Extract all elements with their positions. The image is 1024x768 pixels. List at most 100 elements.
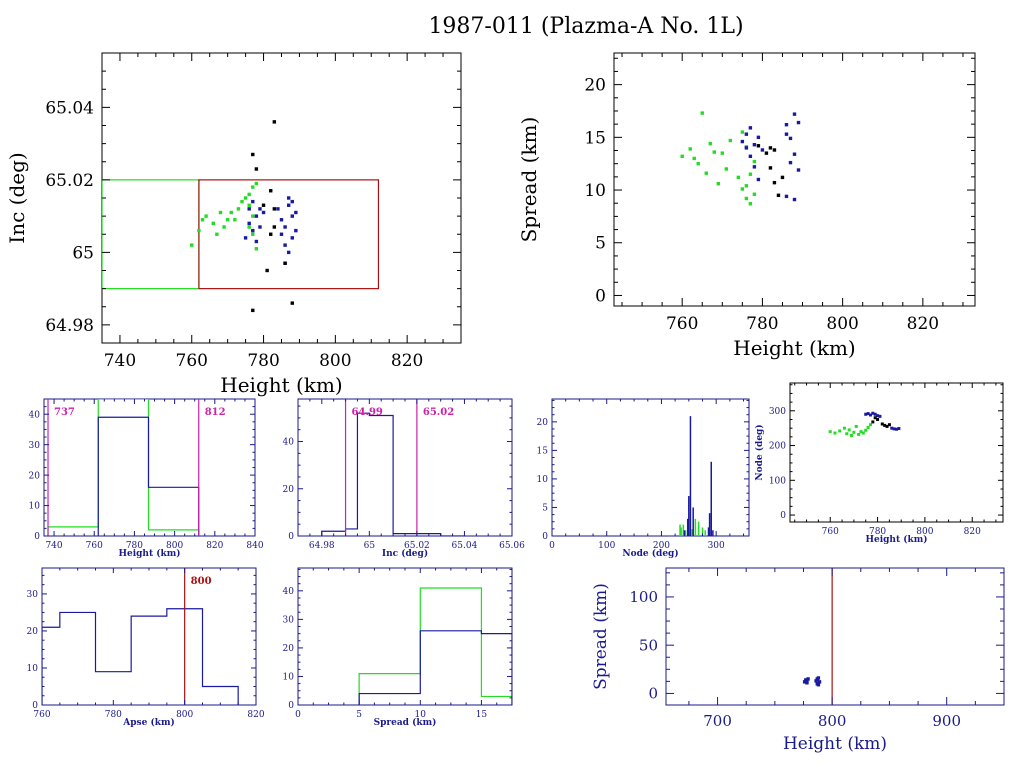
vline-label: 800 bbox=[191, 576, 212, 587]
y-tick-label: 65 bbox=[72, 243, 94, 263]
data-point-black bbox=[251, 308, 255, 313]
data-point-green bbox=[254, 247, 259, 251]
x-tick-label: 820 bbox=[206, 541, 223, 551]
y-tick-label: 20 bbox=[537, 418, 549, 428]
x-tick-label: 780 bbox=[105, 710, 122, 720]
x-tick-label: 780 bbox=[247, 351, 279, 371]
data-point-green bbox=[748, 202, 753, 206]
data-point-green bbox=[680, 154, 684, 159]
data-point-green bbox=[200, 218, 205, 222]
y-axis-label: Spread (km) bbox=[517, 117, 541, 243]
chart-node-vs-height: 760 780 800 820 0 100 200 300 Height (km) Node (d… bbox=[754, 382, 1004, 545]
plot-area bbox=[358, 587, 512, 705]
y-tick-label: 50 bbox=[639, 636, 658, 654]
x-tick-label: 800 bbox=[916, 527, 933, 537]
data-point-blue bbox=[806, 677, 810, 681]
y-tick-label: 5 bbox=[542, 504, 548, 514]
data-point-green bbox=[857, 432, 861, 436]
plot-area bbox=[828, 411, 901, 437]
page-title: 1987-011 (Plazma-A No. 1L) bbox=[428, 14, 744, 39]
x-tick-label: 820 bbox=[907, 314, 939, 334]
y-tick-label: 65.02 bbox=[45, 171, 94, 191]
data-point-green bbox=[700, 111, 704, 115]
data-point-green bbox=[229, 210, 233, 215]
data-point-black bbox=[768, 166, 773, 170]
data-point-blue bbox=[752, 165, 757, 169]
y-tick-label: 10 bbox=[283, 673, 295, 683]
plot-area bbox=[802, 568, 833, 705]
x-axis-label: Height (km) bbox=[783, 734, 887, 754]
data-point-green bbox=[708, 141, 712, 146]
data-point-blue bbox=[748, 126, 753, 130]
x-tick-label: 780 bbox=[746, 314, 778, 334]
plot-frame bbox=[789, 382, 1004, 523]
data-point-green bbox=[744, 196, 749, 201]
y-tick-label: 30 bbox=[29, 441, 41, 451]
x-tick-label: 760 bbox=[822, 527, 839, 537]
x-axis-label: Apse (km) bbox=[122, 717, 174, 728]
histogram-green bbox=[47, 399, 200, 536]
data-point-green bbox=[845, 432, 849, 436]
histogram-blue bbox=[358, 630, 512, 705]
chart-inc-vs-height: 740 760 780 800 820 64.98 65 65.02 65.04 Height (… bbox=[5, 52, 462, 397]
data-point-black bbox=[290, 301, 294, 305]
data-point-blue bbox=[895, 427, 898, 431]
data-point-black bbox=[269, 189, 273, 193]
plot-frame bbox=[613, 52, 976, 307]
data-point-black bbox=[261, 203, 266, 207]
data-point-blue bbox=[788, 136, 793, 141]
data-point-blue bbox=[873, 412, 877, 416]
x-tick-label: 760 bbox=[176, 351, 208, 371]
x-tick-label: 65.02 bbox=[404, 541, 430, 551]
data-point-blue bbox=[802, 680, 807, 684]
data-point-blue bbox=[784, 122, 789, 127]
chart-hist-height: 740 760 780 800 820 840 0 10 20 30 40 Height (km) 73… bbox=[29, 398, 264, 559]
vline-label: 737 bbox=[54, 407, 75, 418]
histogram-blue bbox=[321, 412, 465, 536]
y-tick-label: 200 bbox=[769, 442, 786, 452]
data-point-green bbox=[748, 172, 753, 176]
x-tick-label: 200 bbox=[653, 541, 670, 551]
data-point-blue bbox=[247, 207, 251, 211]
data-point-green bbox=[854, 424, 858, 428]
data-point-black bbox=[887, 423, 891, 427]
data-point-green bbox=[847, 428, 851, 432]
plot-frame bbox=[551, 398, 750, 537]
histogram-blue bbox=[42, 608, 239, 705]
data-point-green bbox=[218, 210, 223, 215]
x-tick-label: 0 bbox=[549, 541, 555, 551]
chart-spread-vs-height-wide: 700 800 900 0 50 100 Height (km) Spread (km) bbox=[591, 567, 1005, 754]
y-tick-label: 0 bbox=[542, 532, 548, 542]
data-point-black bbox=[880, 422, 884, 426]
data-point-green bbox=[696, 161, 700, 166]
data-point-blue bbox=[283, 225, 287, 229]
data-point-black bbox=[269, 232, 273, 236]
data-point-blue bbox=[866, 412, 870, 416]
data-point-blue bbox=[792, 197, 797, 202]
x-axis-label: Height (km) bbox=[733, 336, 855, 360]
x-tick-label: 760 bbox=[666, 314, 698, 334]
data-point-green bbox=[744, 184, 749, 188]
data-point-black bbox=[283, 261, 287, 265]
data-point-blue bbox=[254, 239, 259, 244]
data-point-green bbox=[704, 171, 708, 175]
x-tick-label: 840 bbox=[246, 541, 263, 551]
x-tick-label: 300 bbox=[708, 541, 725, 551]
x-axis-label: Height (km) bbox=[865, 534, 927, 545]
data-point-blue bbox=[788, 160, 793, 165]
data-point-blue bbox=[871, 411, 875, 415]
data-point-black bbox=[756, 144, 761, 148]
y-tick-label: 100 bbox=[629, 588, 658, 606]
x-axis-label: Height (km) bbox=[118, 548, 180, 559]
data-point-blue bbox=[756, 177, 761, 182]
x-axis-label: Spread (km) bbox=[374, 717, 437, 728]
y-tick-label: 300 bbox=[769, 407, 786, 417]
data-point-blue bbox=[254, 214, 259, 218]
data-point-blue bbox=[258, 225, 262, 229]
y-tick-label: 20 bbox=[283, 644, 295, 654]
data-point-green bbox=[254, 181, 259, 186]
x-tick-label: 760 bbox=[86, 541, 103, 551]
data-point-green bbox=[861, 431, 865, 435]
data-point-black bbox=[883, 423, 887, 427]
x-tick-label: 800 bbox=[319, 351, 351, 371]
